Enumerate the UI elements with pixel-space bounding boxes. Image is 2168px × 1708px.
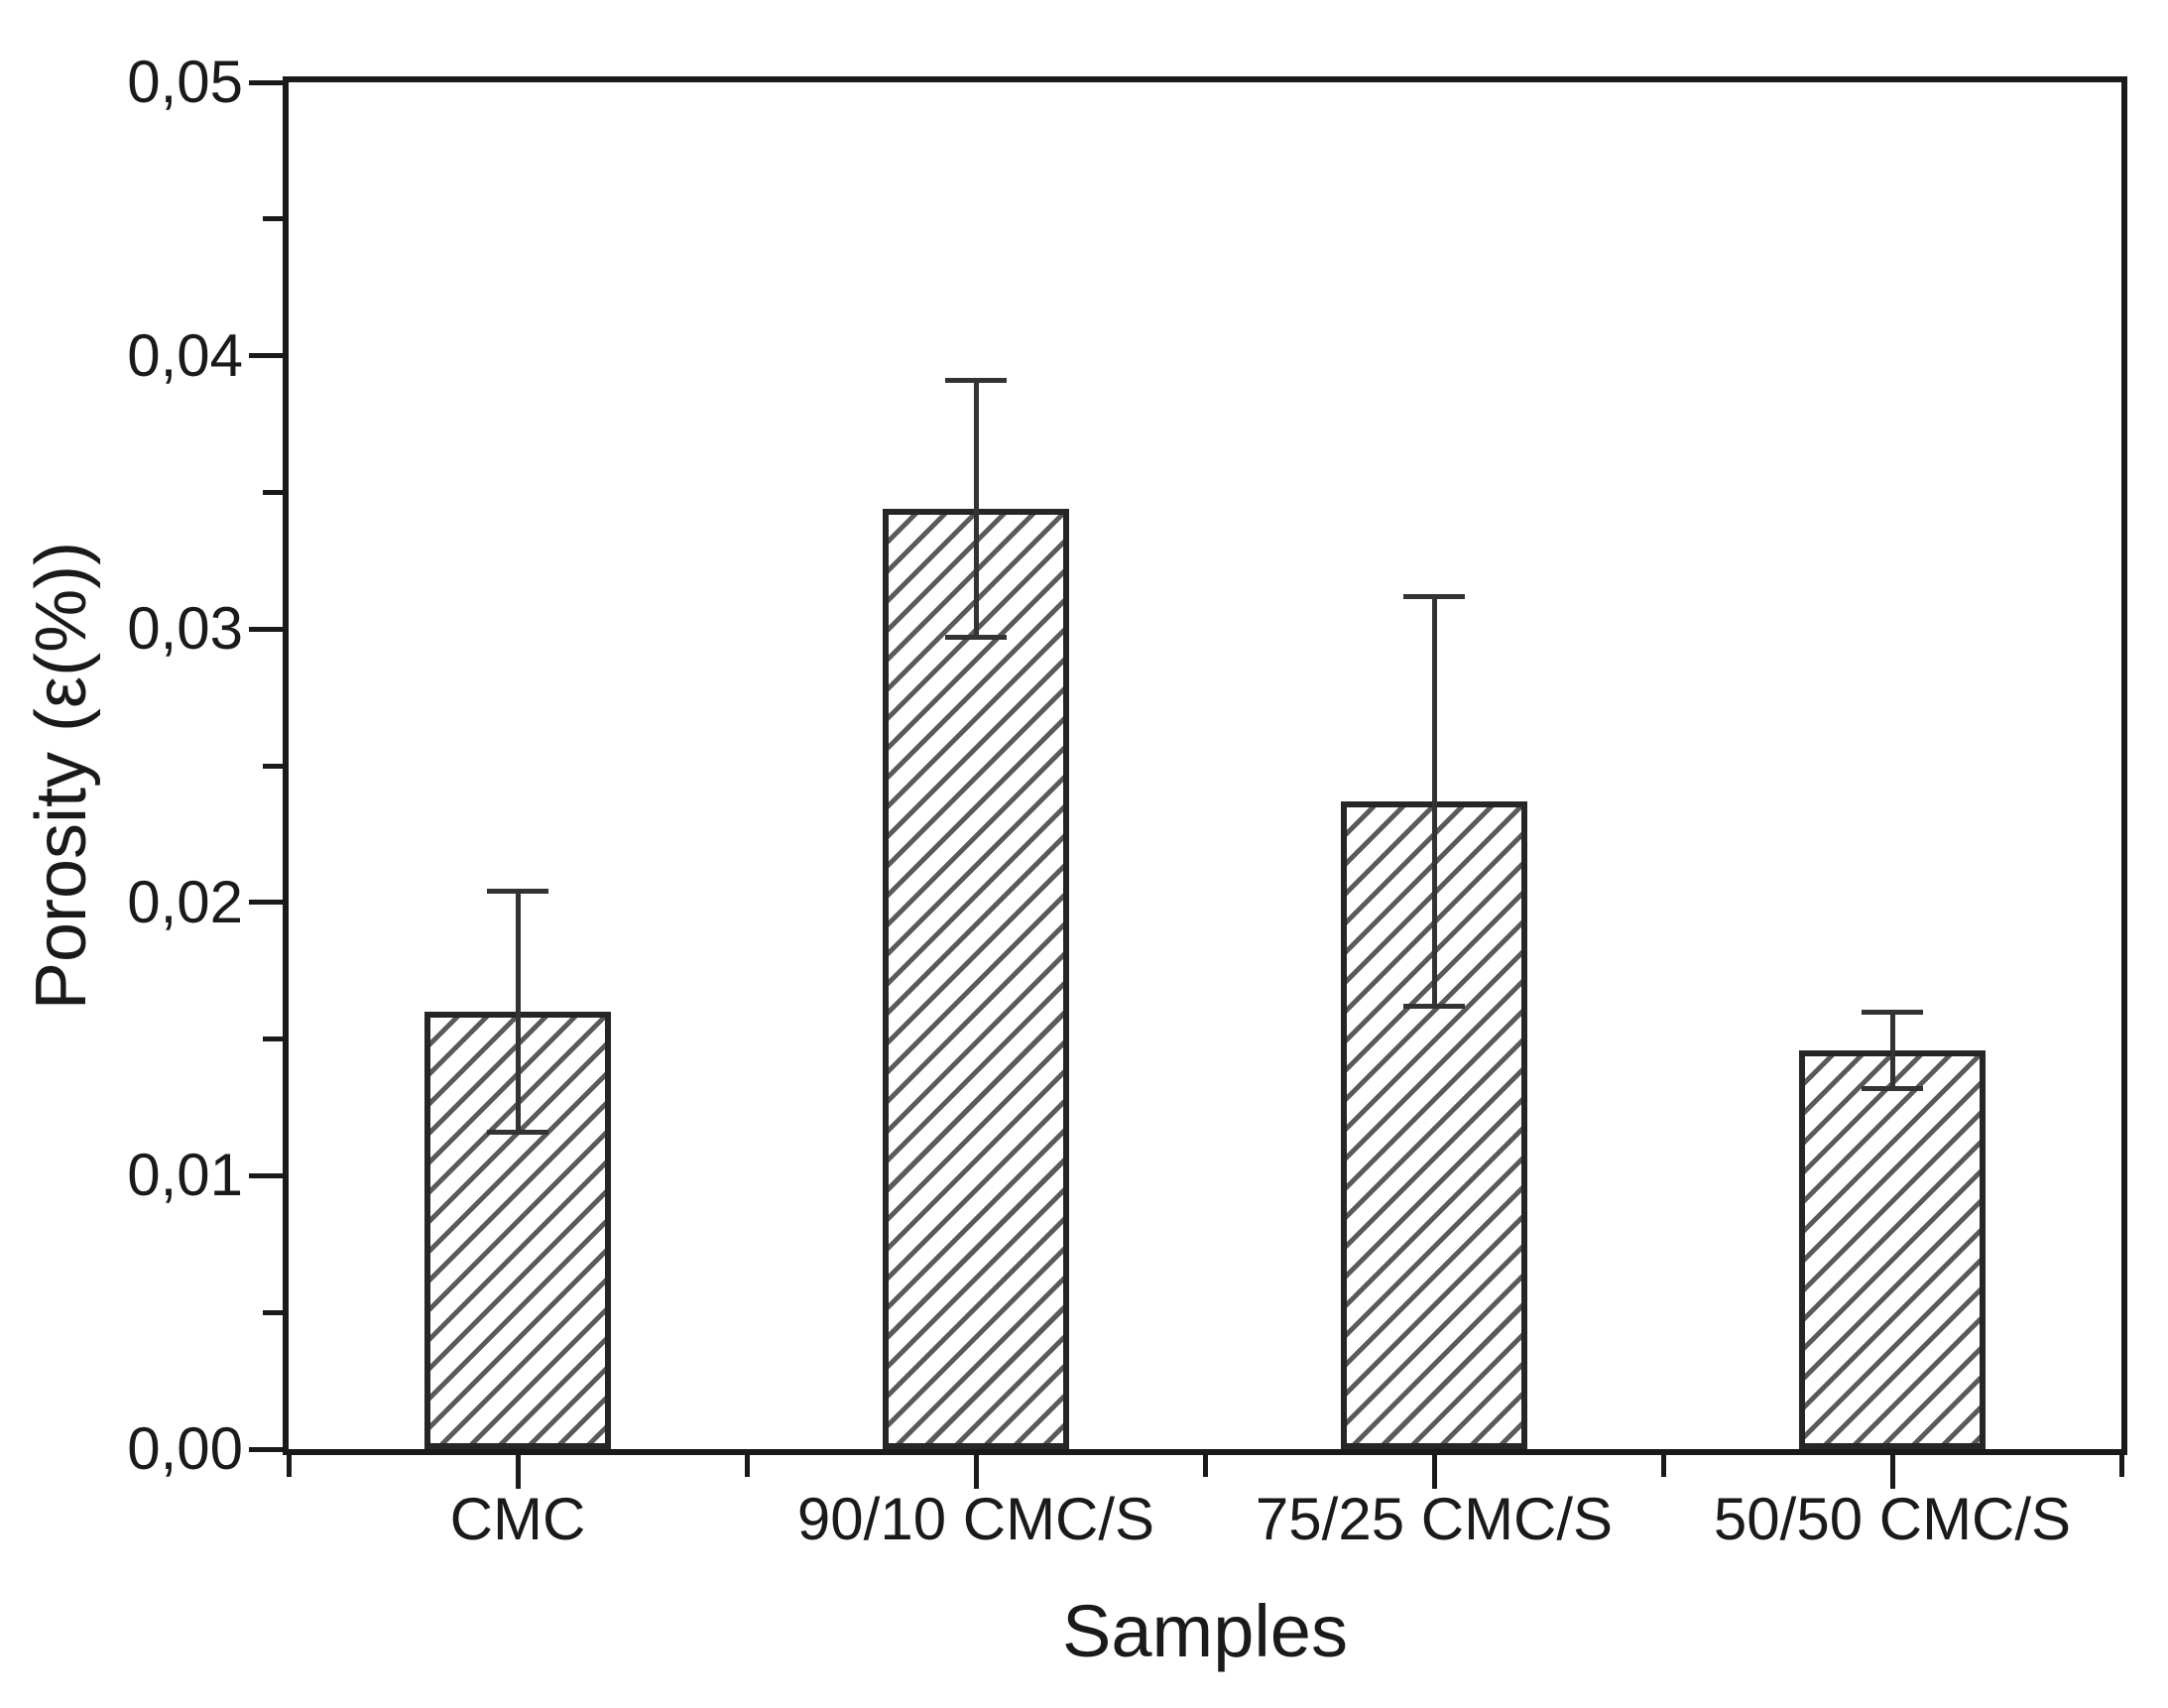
bar-90-10-cmc-s <box>883 508 1069 1449</box>
x-axis-category-tick <box>515 1455 521 1489</box>
bar-50-50-cmc-s <box>1799 1049 1986 1449</box>
x-axis-boundary-tick <box>744 1455 750 1477</box>
y-axis-major-tick <box>249 626 283 632</box>
error-bar-top-cap <box>1403 593 1465 599</box>
error-bar-top-cap <box>1862 1009 1923 1015</box>
plot-area <box>249 76 2127 1489</box>
x-axis-category-label: 75/25 CMC/S <box>1255 1486 1614 1552</box>
error-bar-line <box>1431 596 1437 1007</box>
error-bar-top-cap <box>945 377 1007 383</box>
x-axis-category-label: 50/50 CMC/S <box>1713 1486 2072 1552</box>
error-bar-bottom-cap <box>1862 1085 1923 1091</box>
y-axis-minor-tick <box>263 763 283 769</box>
error-bar-line <box>973 380 979 638</box>
error-bar-bottom-cap <box>1403 1004 1465 1010</box>
y-axis-major-tick <box>249 1446 283 1452</box>
x-axis-category-label: 90/10 CMC/S <box>796 1486 1155 1552</box>
x-axis-boundary-tick <box>2118 1455 2124 1477</box>
error-bar-bottom-cap <box>487 1129 548 1135</box>
y-axis-minor-tick <box>263 489 283 495</box>
error-bar-line <box>515 891 521 1133</box>
y-axis-major-tick <box>249 1172 283 1178</box>
error-bar-bottom-cap <box>945 634 1007 640</box>
x-axis-title: Samples <box>1062 1590 1348 1672</box>
y-axis-tick-label: 0,02 <box>127 868 243 935</box>
x-axis-category-label: CMC <box>449 1486 586 1552</box>
y-axis-tick-label: 0,03 <box>127 595 243 663</box>
y-axis-minor-tick <box>263 1309 283 1315</box>
y-axis-tick-label: 0,00 <box>127 1415 243 1482</box>
x-axis-category-tick <box>973 1455 979 1489</box>
x-axis-boundary-tick <box>1660 1455 1666 1477</box>
x-axis-boundary-tick <box>1202 1455 1208 1477</box>
y-axis-major-tick <box>249 900 283 906</box>
x-axis-boundary-tick <box>286 1455 292 1477</box>
y-axis-major-tick <box>249 79 283 85</box>
x-axis-category-tick <box>1889 1455 1895 1489</box>
y-axis-minor-tick <box>263 1037 283 1042</box>
x-axis-category-tick <box>1431 1455 1437 1489</box>
y-axis-tick-label: 0,01 <box>127 1142 243 1209</box>
y-axis-tick-label: 0,05 <box>127 49 243 115</box>
error-bar-line <box>1889 1012 1895 1089</box>
error-bar-top-cap <box>487 889 548 895</box>
y-axis-tick-label: 0,04 <box>127 321 243 389</box>
y-axis-minor-tick <box>263 216 283 222</box>
y-axis-major-tick <box>249 353 283 359</box>
